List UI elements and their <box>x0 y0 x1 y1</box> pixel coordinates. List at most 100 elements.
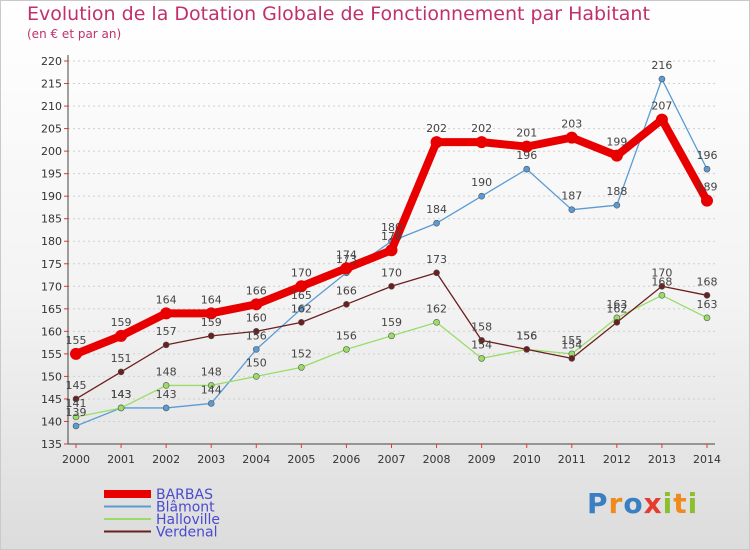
x-tick-label: 2002 <box>152 453 180 466</box>
data-point <box>613 201 621 209</box>
data-point <box>523 346 531 353</box>
data-point <box>162 382 170 389</box>
data-label: 156 <box>336 329 357 342</box>
data-point <box>655 113 668 126</box>
data-point <box>385 244 398 257</box>
data-label: 143 <box>156 388 177 401</box>
data-point <box>250 298 263 311</box>
data-label: 148 <box>201 365 222 378</box>
y-tick-label: 145 <box>41 393 62 406</box>
y-tick-label: 135 <box>41 438 62 451</box>
data-point <box>162 341 170 349</box>
data-label: 152 <box>291 347 312 360</box>
data-point <box>117 368 125 376</box>
data-point <box>160 307 173 320</box>
data-label: 159 <box>111 316 132 329</box>
chart-subtitle: (en € et par an) <box>27 27 122 41</box>
data-point <box>478 355 485 362</box>
data-label: 174 <box>336 248 357 261</box>
y-tick-label: 150 <box>41 370 62 383</box>
x-tick-label: 2006 <box>332 453 360 466</box>
data-label: 168 <box>697 275 718 288</box>
data-label: 166 <box>336 284 357 297</box>
x-tick-label: 2000 <box>62 453 90 466</box>
data-point <box>433 319 440 326</box>
data-label: 154 <box>561 338 582 351</box>
x-tick-label: 2011 <box>558 453 586 466</box>
x-tick-label: 2009 <box>468 453 496 466</box>
data-point <box>252 328 260 335</box>
data-point <box>433 219 440 227</box>
data-point <box>568 355 576 362</box>
data-label: 156 <box>246 329 267 342</box>
x-tick-label: 2001 <box>107 453 135 466</box>
data-point <box>388 332 395 340</box>
y-tick-label: 190 <box>41 190 62 203</box>
y-tick-label: 180 <box>41 235 62 248</box>
data-label: 143 <box>111 388 132 401</box>
data-label: 141 <box>66 397 87 410</box>
data-label: 203 <box>561 118 582 131</box>
legend-label: BARBAS <box>156 487 213 503</box>
data-label: 163 <box>697 298 718 311</box>
x-tick-label: 2012 <box>603 453 631 466</box>
y-tick-label: 165 <box>41 303 62 316</box>
data-label: 170 <box>381 266 402 279</box>
data-label: 155 <box>561 334 582 347</box>
data-label: 187 <box>561 190 582 203</box>
y-tick-label: 220 <box>41 55 62 68</box>
data-point <box>252 373 260 380</box>
data-label: 150 <box>246 356 267 369</box>
data-point <box>703 292 711 299</box>
data-point <box>703 165 711 173</box>
data-point <box>252 346 260 353</box>
data-label: 156 <box>516 329 537 342</box>
data-point <box>610 149 623 162</box>
data-label: 162 <box>426 302 447 315</box>
data-point <box>72 413 80 421</box>
y-tick-label: 210 <box>41 100 62 113</box>
data-label: 162 <box>291 302 312 315</box>
data-label: 196 <box>697 149 718 162</box>
data-point <box>298 364 305 371</box>
data-point <box>433 269 440 277</box>
legend-label: Verdenal <box>156 525 217 541</box>
data-label: 189 <box>697 181 718 194</box>
data-point <box>703 314 711 322</box>
data-label: 156 <box>516 329 537 342</box>
data-point <box>207 400 215 407</box>
y-tick-label: 155 <box>41 348 62 361</box>
data-label: 144 <box>201 383 222 396</box>
data-label: 173 <box>336 253 357 266</box>
x-tick-label: 2010 <box>513 453 541 466</box>
data-label: 202 <box>426 122 447 135</box>
y-tick-label: 205 <box>41 123 62 136</box>
proxiti-logo: Proxiti <box>587 487 699 520</box>
data-point <box>295 280 308 293</box>
data-point <box>658 75 666 83</box>
data-label: 155 <box>66 334 87 347</box>
data-point <box>298 305 305 313</box>
data-label: 162 <box>606 302 627 315</box>
y-tick-label: 215 <box>41 78 62 91</box>
data-label: 163 <box>606 298 627 311</box>
data-label: 216 <box>651 59 672 72</box>
y-tick-label: 175 <box>41 258 62 271</box>
x-tick-label: 2013 <box>648 453 676 466</box>
data-label: 151 <box>111 352 132 365</box>
data-label: 154 <box>471 338 492 351</box>
data-point <box>568 206 576 213</box>
data-label: 201 <box>516 127 537 140</box>
data-label: 166 <box>246 284 267 297</box>
y-tick-label: 160 <box>41 325 62 338</box>
data-label: 164 <box>201 293 222 306</box>
data-label: 184 <box>426 203 447 216</box>
data-point <box>658 292 666 299</box>
data-point <box>430 136 443 149</box>
legend-label: Blâmont <box>156 500 215 516</box>
data-point <box>117 404 125 412</box>
data-label: 168 <box>651 275 672 288</box>
data-point <box>520 140 533 153</box>
data-point <box>565 131 578 144</box>
